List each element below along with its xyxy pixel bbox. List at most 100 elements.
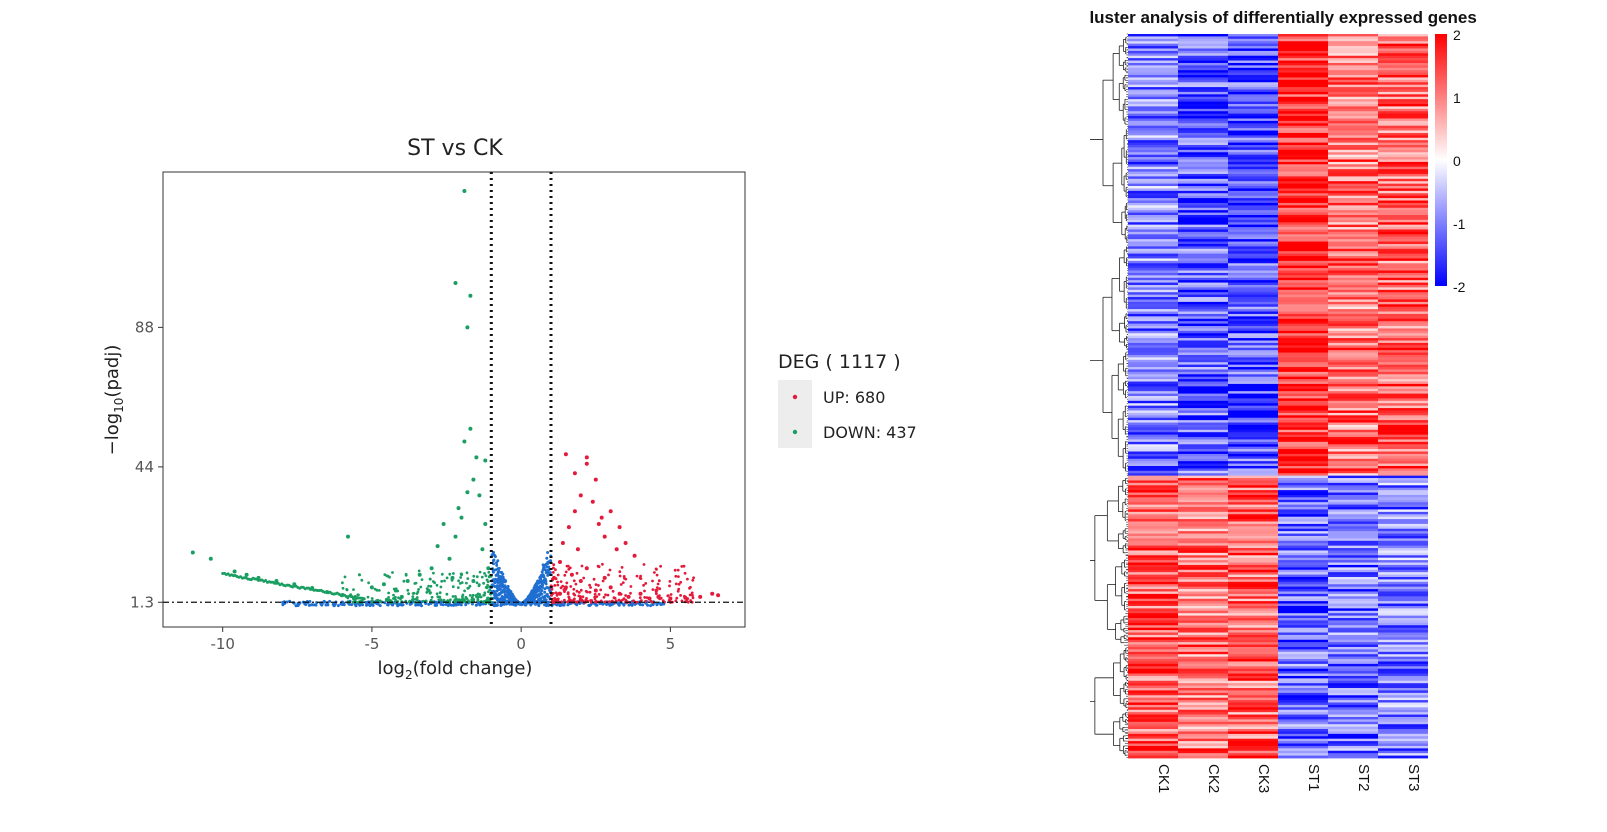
volcano-title: ST vs CK bbox=[407, 136, 503, 161]
down-point-14 bbox=[393, 588, 398, 593]
x-tick-label: 5 bbox=[666, 635, 676, 653]
down-point-28 bbox=[468, 426, 473, 431]
volcano-plot: ST vs CK -10 -5 0 5 1.3 44 88 log2(fold change… bbox=[102, 136, 917, 682]
down-point-31 bbox=[480, 547, 485, 552]
y-tick-label: 88 bbox=[135, 318, 154, 336]
up-point-7 bbox=[602, 575, 607, 580]
up-point-24 bbox=[593, 477, 598, 482]
column-label-ck3: CK3 bbox=[1255, 764, 1272, 793]
legend-down-label: DOWN: 437 bbox=[823, 423, 917, 442]
legend-key-bg bbox=[778, 380, 812, 448]
up-point-19 bbox=[560, 541, 565, 545]
up-point-8 bbox=[608, 585, 613, 590]
up-point-30 bbox=[608, 509, 613, 514]
up-point-2 bbox=[563, 585, 568, 590]
up-point-28 bbox=[590, 499, 595, 504]
down-point-22 bbox=[459, 515, 464, 520]
up-point-29 bbox=[599, 515, 604, 520]
down-point-39 bbox=[453, 281, 458, 285]
up-point-15 bbox=[683, 595, 688, 600]
down-point-20 bbox=[447, 556, 452, 561]
threshold-lines bbox=[163, 172, 745, 627]
up-point-11 bbox=[638, 591, 643, 596]
up-point-37 bbox=[575, 547, 580, 552]
down-point-27 bbox=[474, 455, 479, 460]
scale-tick-label: 1 bbox=[1453, 90, 1461, 106]
down-point-24 bbox=[471, 477, 476, 482]
volcano-legend: DEG ( 1117 ) UP: 680 DOWN: 437 bbox=[778, 351, 917, 448]
column-label-st2: ST2 bbox=[1355, 764, 1372, 792]
up-point-34 bbox=[614, 547, 619, 552]
up-point-17 bbox=[710, 591, 715, 596]
up-point-13 bbox=[656, 594, 661, 599]
up-point-4 bbox=[578, 579, 583, 583]
row-dendrogram bbox=[1090, 33, 1128, 758]
down-point-29 bbox=[462, 439, 467, 444]
up-point-33 bbox=[632, 553, 637, 558]
down-point-42 bbox=[462, 189, 467, 193]
legend-title: DEG ( 1117 ) bbox=[778, 351, 901, 373]
down-point-21 bbox=[453, 534, 458, 539]
down-point-40 bbox=[468, 293, 473, 298]
down-point-32 bbox=[486, 566, 491, 571]
down-point-19 bbox=[441, 522, 446, 526]
volcano-axes: -10 -5 0 5 1.3 44 88 bbox=[130, 318, 675, 653]
up-point-36 bbox=[596, 522, 601, 526]
column-label-ck1: CK1 bbox=[1155, 764, 1172, 793]
down-point-11 bbox=[346, 534, 350, 539]
down-point-0 bbox=[190, 550, 195, 555]
legend-down-dot bbox=[792, 429, 798, 435]
x-tick-label: -5 bbox=[364, 635, 379, 653]
up-point-35 bbox=[602, 534, 607, 539]
up-point-22 bbox=[578, 493, 583, 498]
down-point-30 bbox=[456, 506, 461, 511]
down-point-41 bbox=[465, 325, 470, 330]
x-tick-label: 0 bbox=[516, 635, 526, 653]
up-point-6 bbox=[593, 588, 598, 593]
down-point-3 bbox=[244, 572, 249, 577]
volcano-y-axis-label: −log10(padj) bbox=[102, 345, 126, 456]
down-point-26 bbox=[483, 458, 488, 463]
down-point-36 bbox=[426, 588, 431, 593]
up-point-26 bbox=[584, 455, 589, 460]
legend-up-dot bbox=[792, 394, 798, 400]
x-tick-label: -10 bbox=[210, 635, 235, 653]
up-point-9 bbox=[617, 591, 622, 596]
up-point-25 bbox=[563, 452, 568, 457]
up-point-39 bbox=[552, 575, 556, 580]
up-point-20 bbox=[566, 525, 571, 530]
scale-tick-label: -1 bbox=[1453, 216, 1466, 232]
heatmap-cells bbox=[1128, 34, 1428, 759]
up-point-0 bbox=[555, 598, 559, 602]
up-point-27 bbox=[572, 471, 577, 476]
down-point-2 bbox=[232, 569, 237, 574]
down-point-1 bbox=[208, 556, 213, 561]
down-point-17 bbox=[429, 566, 434, 571]
heatmap-title: Cluster analysis of differentially expre… bbox=[1090, 8, 1477, 27]
up-point-21 bbox=[572, 509, 577, 514]
column-label-ck2: CK2 bbox=[1205, 764, 1222, 793]
down-point-25 bbox=[477, 493, 482, 498]
down-point-34 bbox=[471, 579, 476, 583]
column-label-st3: ST3 bbox=[1405, 764, 1422, 792]
scale-tick-label: 0 bbox=[1453, 153, 1461, 169]
color-scale: 2 1 0 -1 -2 bbox=[1435, 27, 1466, 295]
volcano-x-axis-label: log2(fold change) bbox=[378, 658, 533, 682]
down-point-33 bbox=[483, 522, 488, 526]
volcano-panel bbox=[162, 171, 746, 628]
cluster-heatmap: Cluster analysis of differentially expre… bbox=[1090, 8, 1477, 793]
down-point-23 bbox=[465, 490, 470, 495]
down-point-37 bbox=[399, 594, 404, 599]
column-label-st1: ST1 bbox=[1305, 764, 1322, 792]
down-point-35 bbox=[450, 575, 455, 580]
up-point-1 bbox=[558, 591, 562, 596]
scale-tick-label: -2 bbox=[1453, 279, 1466, 295]
up-point-38 bbox=[558, 560, 562, 564]
down-point-12 bbox=[369, 585, 374, 590]
up-point-3 bbox=[569, 572, 574, 577]
y-tick-label: 44 bbox=[135, 458, 154, 476]
up-point-23 bbox=[584, 461, 589, 466]
down-point-13 bbox=[381, 582, 386, 587]
down-point-38 bbox=[384, 598, 389, 602]
scale-tick-label: 2 bbox=[1453, 27, 1461, 43]
